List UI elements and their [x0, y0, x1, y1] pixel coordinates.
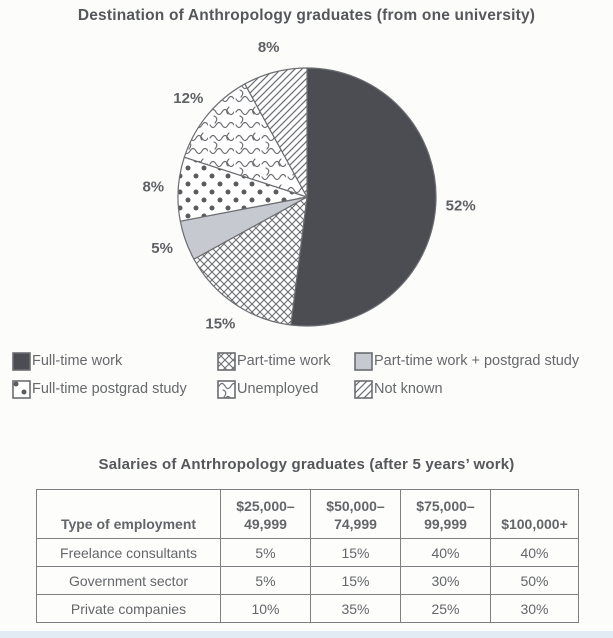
column-header-salary-band-4: $100,000+ — [490, 489, 579, 539]
pie-value-label-full-time-postgrad-study: 8% — [142, 178, 164, 195]
pie-value-label-unemployed: 12% — [173, 90, 203, 107]
salary-table: Type of employment $25,000– 49,999 $50,000… — [36, 489, 579, 623]
pie-value-label-part-time-work-postgrad-study: 5% — [151, 240, 173, 257]
legend-item-part-time-work: Part-time work — [217, 352, 354, 371]
legend-label: Not known — [374, 381, 443, 397]
pie-legend: Full-time work Part-time work Part-time wo… — [12, 352, 608, 399]
legend-label: Part-time work + postgrad study — [374, 353, 580, 369]
pie-slice-unemployed — [183, 83, 308, 198]
salary-cell: 5% — [220, 538, 311, 567]
salary-cell: 50% — [490, 566, 579, 595]
pie-value-label-full-time-work: 52% — [446, 198, 476, 215]
solid-light-swatch — [354, 352, 373, 371]
salary-cell: 15% — [310, 538, 401, 567]
salary-cell: 35% — [310, 594, 401, 623]
legend-label: Unemployed — [237, 381, 319, 397]
pie-slice-part-time-work — [193, 196, 308, 326]
salary-cell: 40% — [400, 538, 491, 567]
pie-chart: 52% 15% 5% 8% 12% 8% — [142, 39, 476, 333]
pie-slice-full-time-work — [290, 67, 437, 327]
table-row-private-companies: Private companies 10% 35% 25% 30% — [36, 594, 579, 623]
scan-edge-strip — [0, 631, 613, 638]
row-label: Private companies — [36, 594, 221, 623]
salary-cell: 30% — [490, 594, 579, 623]
pie-chart-title: Destination of Anthropology graduates (f… — [77, 7, 536, 24]
salary-cell: 40% — [490, 538, 579, 567]
dots-swatch — [12, 380, 31, 399]
column-header-salary-band-2: $50,000– 74,999 — [310, 489, 401, 539]
legend-label: Part-time work — [237, 353, 331, 369]
row-label: Government sector — [36, 566, 221, 595]
column-header-type-of-employment: Type of employment — [36, 489, 221, 539]
salary-cell: 10% — [220, 594, 311, 623]
column-header-salary-band-1: $25,000– 49,999 — [220, 489, 311, 539]
solid-dark-swatch — [12, 352, 31, 371]
row-label: Freelance consultants — [36, 538, 221, 567]
pie-value-label-not-known: 8% — [258, 39, 280, 56]
salary-table-header-row: Type of employment $25,000– 49,999 $50,000… — [36, 489, 579, 539]
legend-label: Full-time work — [32, 353, 123, 369]
legend-item-not-known: Not known — [354, 380, 608, 399]
pie-value-label-part-time-work: 15% — [205, 315, 235, 332]
legend-item-full-time-postgrad-study: Full-time postgrad study — [12, 380, 217, 399]
salary-cell: 30% — [400, 566, 491, 595]
diagonal-swatch — [354, 380, 373, 399]
salary-table-title: Salaries of Antrhropology graduates (aft… — [98, 456, 515, 473]
crosshatch-swatch — [217, 352, 236, 371]
legend-item-part-time-work-postgrad-study: Part-time work + postgrad study — [354, 352, 608, 371]
table-row-freelance-consultants: Freelance consultants 5% 15% 40% 40% — [36, 538, 579, 567]
legend-item-unemployed: Unemployed — [217, 380, 354, 399]
salary-cell: 25% — [400, 594, 491, 623]
salary-cell: 5% — [220, 566, 311, 595]
pie-slice-not-known — [244, 67, 308, 198]
table-row-government-sector: Government sector 5% 15% 30% 50% — [36, 566, 579, 595]
legend-item-full-time-work: Full-time work — [12, 352, 217, 371]
squiggle-swatch — [217, 380, 236, 399]
salary-cell: 15% — [310, 566, 401, 595]
column-header-salary-band-3: $75,000– 99,999 — [400, 489, 491, 539]
legend-label: Full-time postgrad study — [32, 381, 187, 397]
